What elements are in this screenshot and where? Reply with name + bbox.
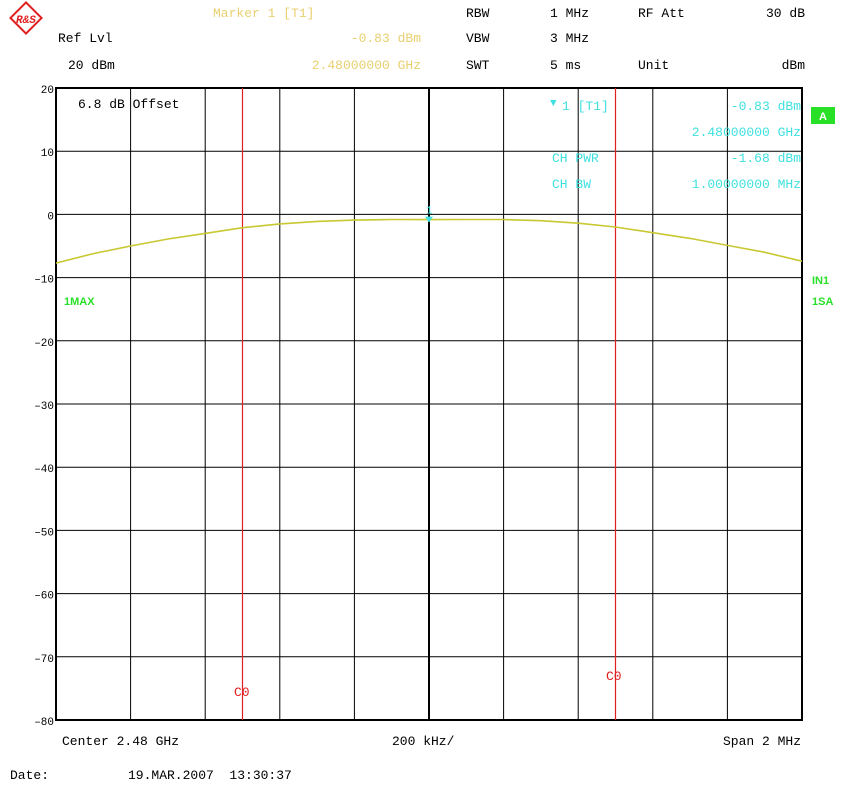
y-tick-label: 0 bbox=[47, 211, 54, 223]
rbw-value: 1 MHz bbox=[550, 6, 589, 21]
ref-level-label: Ref Lvl bbox=[58, 31, 113, 46]
cursor-lines bbox=[241, 88, 617, 720]
marker-info-level: -0.83 dBm bbox=[731, 99, 801, 114]
y-tick-label: –30 bbox=[34, 401, 54, 413]
grid bbox=[56, 88, 802, 720]
in1-label: IN1 bbox=[812, 275, 829, 287]
ch-pwr-label: CH PWR bbox=[552, 151, 599, 166]
y-tick-label: –10 bbox=[34, 275, 54, 287]
center-frequency: Center 2.48 GHz bbox=[62, 734, 179, 749]
cursor-label-right: C0 bbox=[606, 669, 622, 684]
max1-label: 1MAX bbox=[64, 296, 95, 308]
vbw-label: VBW bbox=[466, 31, 490, 46]
date-value: 19.MAR.2007 13:30:37 bbox=[128, 768, 292, 783]
y-tick-labels: 20 10 0 –10 –20 –30 –40 –50 –60 –70 –80 bbox=[34, 85, 54, 729]
sa1-label: 1SA bbox=[812, 296, 833, 308]
vbw-value: 3 MHz bbox=[550, 31, 589, 46]
ch-bw-value: 1.00000000 MHz bbox=[692, 177, 801, 192]
cursor-label-left: C0 bbox=[234, 685, 250, 700]
y-tick-label: –50 bbox=[34, 527, 54, 539]
date-label: Date: bbox=[10, 768, 49, 783]
unit-value: dBm bbox=[782, 58, 806, 73]
trace-a-label: A bbox=[819, 111, 827, 123]
header-marker-freq: 2.48000000 GHz bbox=[312, 58, 421, 73]
marker-info-id: 1 [T1] bbox=[562, 99, 609, 114]
rf-att-value: 30 dB bbox=[766, 6, 805, 21]
y-tick-label: 20 bbox=[41, 85, 54, 97]
y-tick-label: –80 bbox=[34, 717, 54, 729]
marker-title: Marker 1 [T1] bbox=[213, 6, 314, 21]
rs-logo-text: R&S bbox=[16, 15, 36, 27]
ref-level-value: 20 dBm bbox=[68, 58, 115, 73]
marker-info-freq: 2.48000000 GHz bbox=[692, 125, 801, 140]
y-tick-label: 10 bbox=[41, 148, 54, 160]
marker-1-triangle bbox=[425, 216, 433, 223]
span-label: Span 2 MHz bbox=[723, 734, 801, 749]
y-tick-label: –20 bbox=[34, 338, 54, 350]
marker-1-number: 1 bbox=[426, 206, 433, 218]
trace-a-badge bbox=[811, 107, 835, 124]
header-marker-level: -0.83 dBm bbox=[351, 31, 421, 46]
ch-bw-label: CH BW bbox=[552, 177, 591, 192]
plot-area: 1 20 10 0 –10 –20 –30 –40 –50 –60 –70 –80 bbox=[34, 85, 803, 729]
ch-pwr-value: -1.68 dBm bbox=[731, 151, 801, 166]
marker-info-symbol: ▼ bbox=[550, 98, 557, 110]
y-tick-label: –70 bbox=[34, 654, 54, 666]
rs-logo: R&S bbox=[9, 1, 43, 35]
y-tick-label: –40 bbox=[34, 464, 54, 476]
swt-value: 5 ms bbox=[550, 58, 581, 73]
unit-label: Unit bbox=[638, 58, 669, 73]
rbw-label: RBW bbox=[466, 6, 490, 21]
trace-layer: 1 bbox=[55, 206, 803, 264]
rf-att-label: RF Att bbox=[638, 6, 685, 21]
y-tick-label: –60 bbox=[34, 591, 54, 603]
swt-label: SWT bbox=[466, 58, 490, 73]
division-label: 200 kHz/ bbox=[392, 734, 455, 749]
offset-label: 6.8 dB Offset bbox=[78, 97, 179, 112]
